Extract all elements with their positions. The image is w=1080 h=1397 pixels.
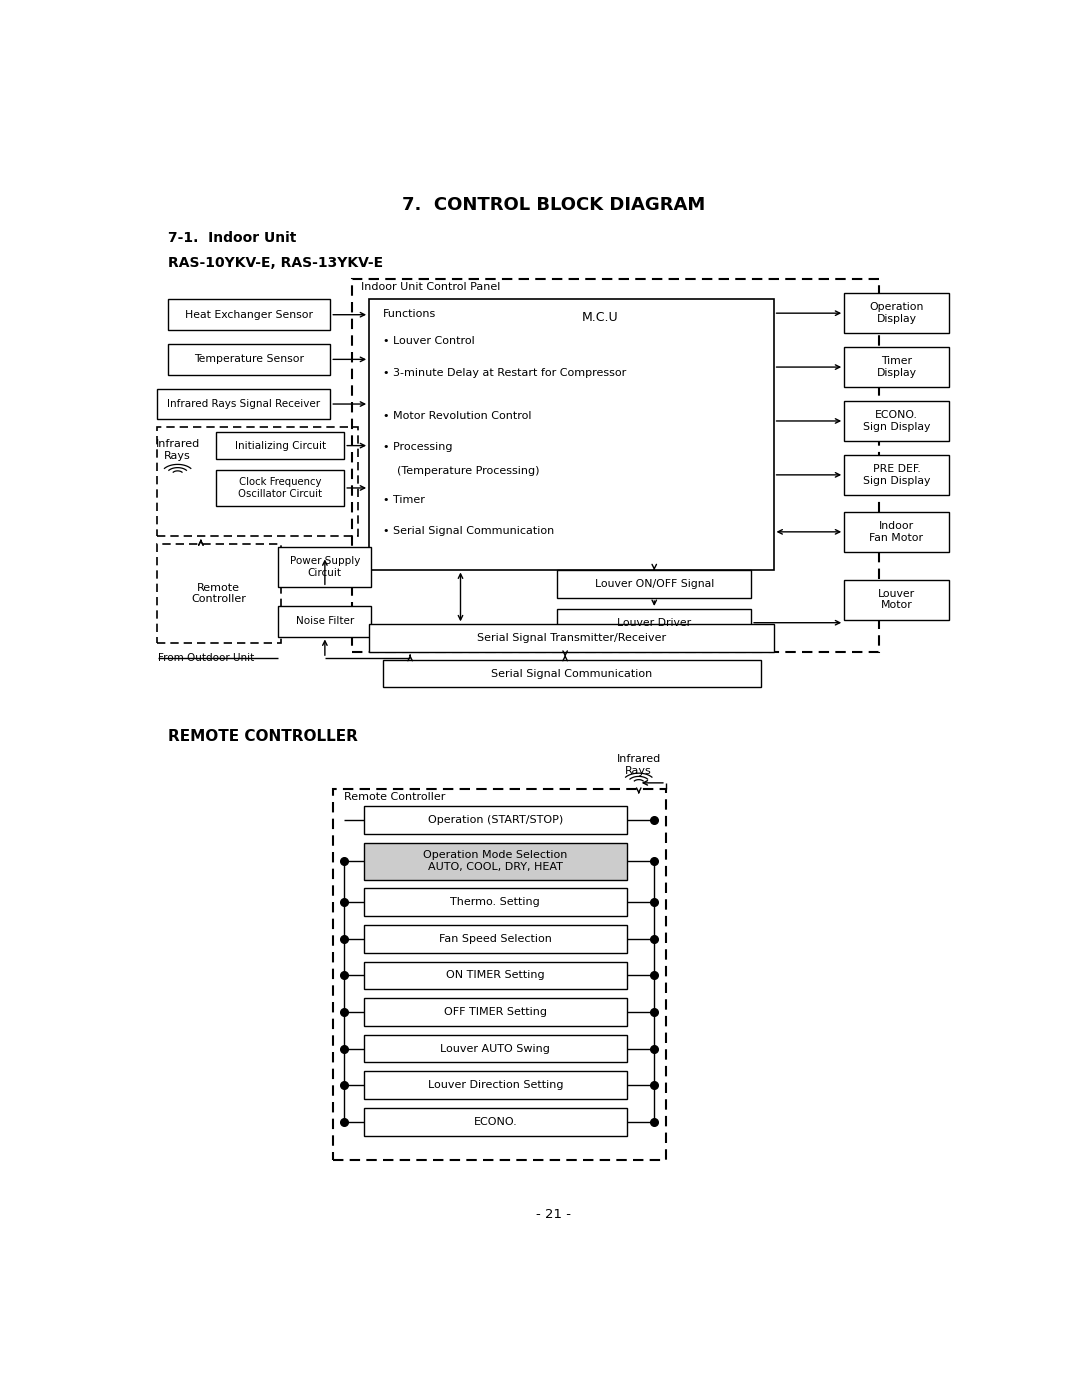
FancyBboxPatch shape: [364, 888, 627, 916]
Text: Louver ON/OFF Signal: Louver ON/OFF Signal: [595, 580, 714, 590]
Text: REMOTE CONTROLLER: REMOTE CONTROLLER: [167, 729, 357, 745]
Text: Indoor
Fan Motor: Indoor Fan Motor: [869, 521, 923, 542]
FancyBboxPatch shape: [157, 388, 330, 419]
Text: Noise Filter: Noise Filter: [296, 616, 354, 626]
Text: Louver Driver: Louver Driver: [617, 617, 691, 627]
Text: ECONO.: ECONO.: [473, 1116, 517, 1126]
FancyBboxPatch shape: [364, 842, 627, 880]
Text: • 3-minute Delay at Restart for Compressor: • 3-minute Delay at Restart for Compress…: [383, 367, 626, 377]
FancyBboxPatch shape: [364, 997, 627, 1025]
FancyBboxPatch shape: [845, 455, 948, 495]
Text: Indoor Unit Control Panel: Indoor Unit Control Panel: [362, 282, 501, 292]
Text: Temperature Sensor: Temperature Sensor: [194, 355, 303, 365]
Text: • Processing: • Processing: [383, 441, 453, 451]
Text: - 21 -: - 21 -: [536, 1207, 571, 1221]
Text: • Serial Signal Communication: • Serial Signal Communication: [383, 525, 554, 535]
FancyBboxPatch shape: [845, 401, 948, 441]
FancyBboxPatch shape: [845, 580, 948, 620]
Text: Louver
Motor: Louver Motor: [878, 588, 915, 610]
FancyBboxPatch shape: [364, 1108, 627, 1136]
FancyBboxPatch shape: [364, 806, 627, 834]
FancyBboxPatch shape: [279, 606, 372, 637]
Text: Remote
Controller: Remote Controller: [191, 583, 246, 605]
Text: Operation
Display: Operation Display: [869, 302, 923, 324]
Text: Clock Frequency
Oscillator Circuit: Clock Frequency Oscillator Circuit: [239, 478, 322, 499]
Text: Louver Direction Setting: Louver Direction Setting: [428, 1080, 563, 1090]
FancyBboxPatch shape: [557, 570, 751, 598]
Text: OFF TIMER Setting: OFF TIMER Setting: [444, 1007, 546, 1017]
Text: Power Supply
Circuit: Power Supply Circuit: [289, 556, 360, 578]
FancyBboxPatch shape: [167, 299, 330, 330]
FancyBboxPatch shape: [364, 1071, 627, 1099]
FancyBboxPatch shape: [364, 961, 627, 989]
Text: Operation (START/STOP): Operation (START/STOP): [428, 814, 563, 824]
FancyBboxPatch shape: [383, 659, 761, 687]
Text: Remote Controller: Remote Controller: [345, 792, 446, 802]
Text: RAS-10YKV-E, RAS-13YKV-E: RAS-10YKV-E, RAS-13YKV-E: [167, 256, 382, 270]
Text: Operation Mode Selection
AUTO, COOL, DRY, HEAT: Operation Mode Selection AUTO, COOL, DRY…: [423, 851, 568, 872]
Text: M.C.U: M.C.U: [582, 312, 619, 324]
Text: Serial Signal Communication: Serial Signal Communication: [491, 669, 652, 679]
FancyBboxPatch shape: [216, 471, 345, 506]
Text: • Motor Revolution Control: • Motor Revolution Control: [383, 411, 531, 420]
FancyBboxPatch shape: [167, 344, 330, 374]
Text: Louver AUTO Swing: Louver AUTO Swing: [441, 1044, 551, 1053]
FancyBboxPatch shape: [557, 609, 751, 637]
FancyBboxPatch shape: [369, 299, 773, 570]
Text: Heat Exchanger Sensor: Heat Exchanger Sensor: [185, 310, 313, 320]
Text: (Temperature Processing): (Temperature Processing): [397, 467, 539, 476]
FancyBboxPatch shape: [369, 624, 773, 652]
FancyBboxPatch shape: [845, 346, 948, 387]
Text: 7.  CONTROL BLOCK DIAGRAM: 7. CONTROL BLOCK DIAGRAM: [402, 196, 705, 214]
Text: Serial Signal Transmitter/Receiver: Serial Signal Transmitter/Receiver: [476, 633, 666, 643]
Text: • Louver Control: • Louver Control: [383, 335, 475, 345]
Text: Initializing Circuit: Initializing Circuit: [234, 440, 326, 451]
FancyBboxPatch shape: [216, 432, 345, 460]
FancyBboxPatch shape: [364, 925, 627, 953]
Text: Functions: Functions: [383, 309, 436, 319]
FancyBboxPatch shape: [364, 1035, 627, 1062]
FancyBboxPatch shape: [845, 293, 948, 334]
Text: Infrared Rays Signal Receiver: Infrared Rays Signal Receiver: [167, 400, 320, 409]
Text: Thermo. Setting: Thermo. Setting: [450, 897, 540, 907]
Text: Infrared
Rays: Infrared Rays: [617, 754, 661, 775]
Text: Timer
Display: Timer Display: [877, 356, 917, 377]
Text: ECONO.
Sign Display: ECONO. Sign Display: [863, 411, 930, 432]
Text: Fan Speed Selection: Fan Speed Selection: [438, 933, 552, 944]
Text: PRE DEF.
Sign Display: PRE DEF. Sign Display: [863, 464, 930, 486]
FancyBboxPatch shape: [279, 548, 372, 587]
Text: 7-1.  Indoor Unit: 7-1. Indoor Unit: [167, 231, 296, 244]
Text: ON TIMER Setting: ON TIMER Setting: [446, 971, 544, 981]
Text: From Outdoor Unit: From Outdoor Unit: [159, 654, 255, 664]
Text: Infrared
Rays: Infrared Rays: [156, 440, 200, 461]
Text: • Timer: • Timer: [383, 495, 424, 504]
FancyBboxPatch shape: [845, 511, 948, 552]
